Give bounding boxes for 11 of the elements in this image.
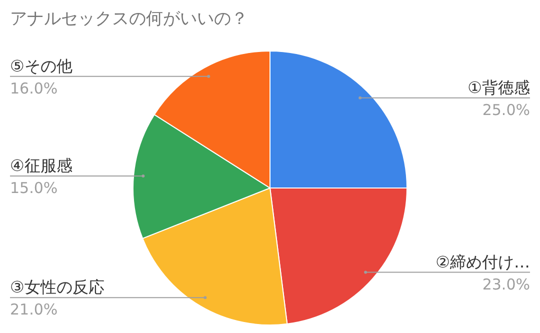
data-label: 16.0% <box>10 79 58 98</box>
slice-label: ①背徳感 <box>468 78 530 97</box>
data-label: 23.0% <box>482 275 530 294</box>
data-label: 25.0% <box>482 100 530 119</box>
title: アナルセックスの何がいいの？ <box>10 9 248 29</box>
slice-label: ③女性の反応 <box>10 278 104 297</box>
data-label: 15.0% <box>10 179 58 198</box>
data-label: 21.0% <box>10 300 58 319</box>
slice-label: ④征服感 <box>10 156 72 176</box>
slice-label: ⑤その他 <box>10 56 72 76</box>
slice-label: ②締め付け… <box>436 252 530 272</box>
